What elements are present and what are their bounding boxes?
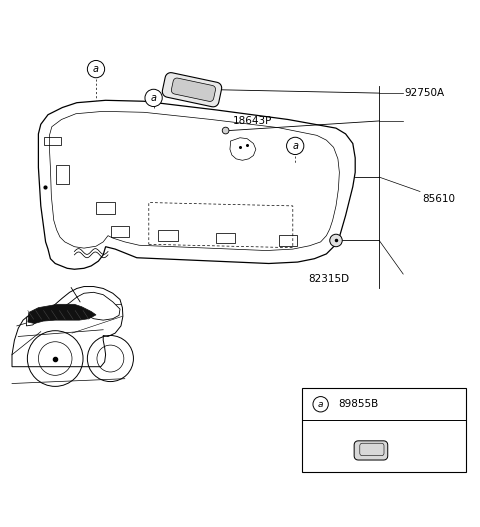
- Circle shape: [313, 397, 328, 412]
- Circle shape: [287, 137, 304, 154]
- Polygon shape: [28, 304, 96, 324]
- Polygon shape: [26, 292, 120, 326]
- Text: 82315D: 82315D: [308, 274, 349, 284]
- Text: 18643P: 18643P: [232, 116, 272, 126]
- Bar: [302, 388, 466, 472]
- Polygon shape: [171, 78, 216, 101]
- Text: a: a: [93, 64, 99, 74]
- Circle shape: [87, 61, 105, 78]
- Text: 85610: 85610: [422, 194, 456, 204]
- Polygon shape: [354, 441, 388, 460]
- Text: 89855B: 89855B: [338, 399, 379, 409]
- Circle shape: [145, 89, 162, 106]
- Text: 92750A: 92750A: [404, 88, 444, 98]
- Text: a: a: [318, 400, 324, 409]
- Polygon shape: [162, 73, 222, 107]
- Circle shape: [222, 127, 229, 134]
- Polygon shape: [38, 100, 355, 269]
- Circle shape: [330, 234, 342, 247]
- Text: a: a: [151, 93, 156, 103]
- Text: a: a: [292, 141, 298, 151]
